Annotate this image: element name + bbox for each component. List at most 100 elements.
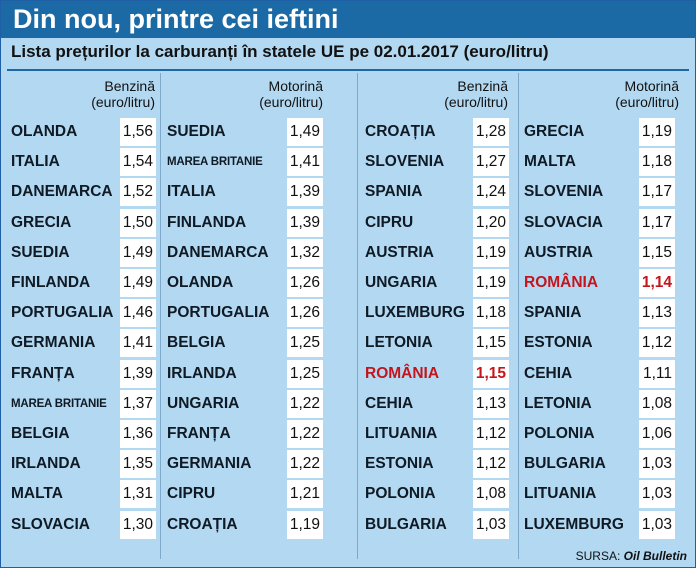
price-cell: 1,36 [120, 420, 156, 448]
table-row: OLANDA 1,56 [11, 117, 160, 147]
table-row: CEHIA 1,11 [524, 359, 679, 389]
table-row: AUSTRIA 1,19 [365, 238, 513, 268]
country-name: POLONIA [524, 425, 595, 442]
country-name: MAREA BRITANIE [11, 397, 107, 410]
price-cell: 1,49 [287, 118, 323, 146]
column-divider [160, 73, 161, 559]
table-row: GERMANIA 1,41 [11, 328, 160, 358]
table-row: CIPRU 1,20 [365, 208, 513, 238]
table-row: BULGARIA 1,03 [524, 449, 679, 479]
table-row: DANEMARCA 1,32 [167, 238, 327, 268]
source-name: Oil Bulletin [623, 549, 687, 563]
country-name: BULGARIA [524, 455, 606, 473]
country-name: SLOVACIA [524, 213, 603, 231]
price-cell: 1,03 [473, 510, 509, 539]
country-name: GRECIA [524, 123, 585, 140]
price-cell: 1,50 [120, 208, 156, 237]
table-row: SUEDIA 1,49 [167, 117, 327, 147]
price-cell: 1,41 [120, 329, 156, 358]
price-cell: 1,17 [639, 208, 675, 237]
country-name: SPANIA [365, 183, 423, 201]
table-row: GERMANIA 1,22 [167, 449, 327, 479]
table-row: PORTUGALIA 1,26 [167, 298, 327, 328]
country-name: ESTONIA [524, 334, 593, 352]
country-name: OLANDA [11, 123, 78, 140]
country-name: CROAȚIA [167, 515, 238, 533]
country-name: GERMANIA [167, 455, 252, 473]
country-name: GERMANIA [11, 334, 96, 352]
country-name: IRLANDA [167, 364, 237, 382]
price-cell: 1,39 [120, 359, 156, 388]
country-name: UNGARIA [167, 394, 240, 412]
price-cell: 1,12 [473, 420, 509, 448]
country-name: SUEDIA [167, 123, 226, 140]
table-row: ROMÂNIA 1,14 [524, 268, 679, 298]
country-name: ITALIA [167, 183, 216, 201]
country-name: LETONIA [365, 334, 433, 352]
country-name: FRANȚA [11, 364, 75, 382]
price-cell: 1,26 [287, 269, 323, 297]
table-row: SLOVACIA 1,30 [11, 510, 160, 540]
table-row: FINLANDA 1,39 [167, 208, 327, 238]
country-name: MAREA BRITANIE [167, 156, 263, 169]
country-name: ITALIA [11, 153, 60, 171]
table-row: MAREA BRITANIE 1,41 [167, 147, 327, 177]
price-cell: 1,35 [120, 450, 156, 479]
table-row: SLOVENIA 1,27 [365, 147, 513, 177]
table-row: UNGARIA 1,19 [365, 268, 513, 298]
price-cell: 1,54 [120, 148, 156, 177]
table-row: CROAȚIA 1,19 [167, 510, 327, 540]
price-cell: 1,22 [287, 450, 323, 479]
table-row: ITALIA 1,39 [167, 177, 327, 207]
price-cell: 1,15 [473, 359, 509, 388]
table-row: DANEMARCA 1,52 [11, 177, 160, 207]
price-cell: 1,56 [120, 118, 156, 146]
country-name: FINLANDA [11, 274, 91, 291]
price-cell: 1,19 [287, 510, 323, 539]
column-header-unit: (euro/litru) [444, 94, 508, 110]
country-name: UNGARIA [365, 274, 438, 291]
table-row: MAREA BRITANIE 1,37 [11, 389, 160, 419]
table-row: BULGARIA 1,03 [365, 510, 513, 540]
table-row: SUEDIA 1,49 [11, 238, 160, 268]
column-divider [357, 73, 358, 559]
table-row: LUXEMBURG 1,18 [365, 298, 513, 328]
table-row: CROAȚIA 1,28 [365, 117, 513, 147]
table-row: FINLANDA 1,49 [11, 268, 160, 298]
price-cell: 1,11 [639, 359, 675, 388]
table-row: MALTA 1,18 [524, 147, 679, 177]
country-name: LUXEMBURG [365, 304, 465, 322]
table-row: LETONIA 1,15 [365, 328, 513, 358]
price-cell: 1,15 [473, 329, 509, 358]
column-header-label: Motorină [268, 78, 323, 94]
source-label: SURSA: [575, 549, 621, 563]
price-cell: 1,49 [120, 238, 156, 267]
source-note: SURSA: Oil Bulletin [576, 549, 687, 563]
table-row: ITALIA 1,54 [11, 147, 160, 177]
country-name: PORTUGALIA [167, 304, 270, 322]
price-cell: 1,27 [473, 148, 509, 177]
country-name: SLOVACIA [11, 515, 90, 533]
price-cell: 1,22 [287, 420, 323, 448]
table-row: SPANIA 1,13 [524, 298, 679, 328]
price-cell: 1,39 [287, 178, 323, 207]
column-divider [518, 73, 519, 559]
page-subtitle: Lista prețurilor la carburanți în statel… [11, 42, 549, 61]
table-row: BELGIA 1,25 [167, 328, 327, 358]
table-row: PORTUGALIA 1,46 [11, 298, 160, 328]
country-name: SLOVENIA [365, 153, 445, 171]
country-name: SPANIA [524, 304, 582, 322]
price-cell: 1,06 [639, 420, 675, 448]
country-name: FRANȚA [167, 425, 231, 442]
table-row: SLOVENIA 1,17 [524, 177, 679, 207]
column-header-motorina: Motorină (euro/litru) [593, 78, 679, 110]
table-row: ROMÂNIA 1,15 [365, 359, 513, 389]
price-cell: 1,18 [473, 299, 509, 328]
header-rule [7, 69, 689, 71]
price-cell: 1,19 [639, 118, 675, 146]
price-cell: 1,24 [473, 178, 509, 207]
price-cell: 1,20 [473, 208, 509, 237]
price-cell: 1,17 [639, 178, 675, 207]
price-cell: 1,19 [473, 269, 509, 297]
